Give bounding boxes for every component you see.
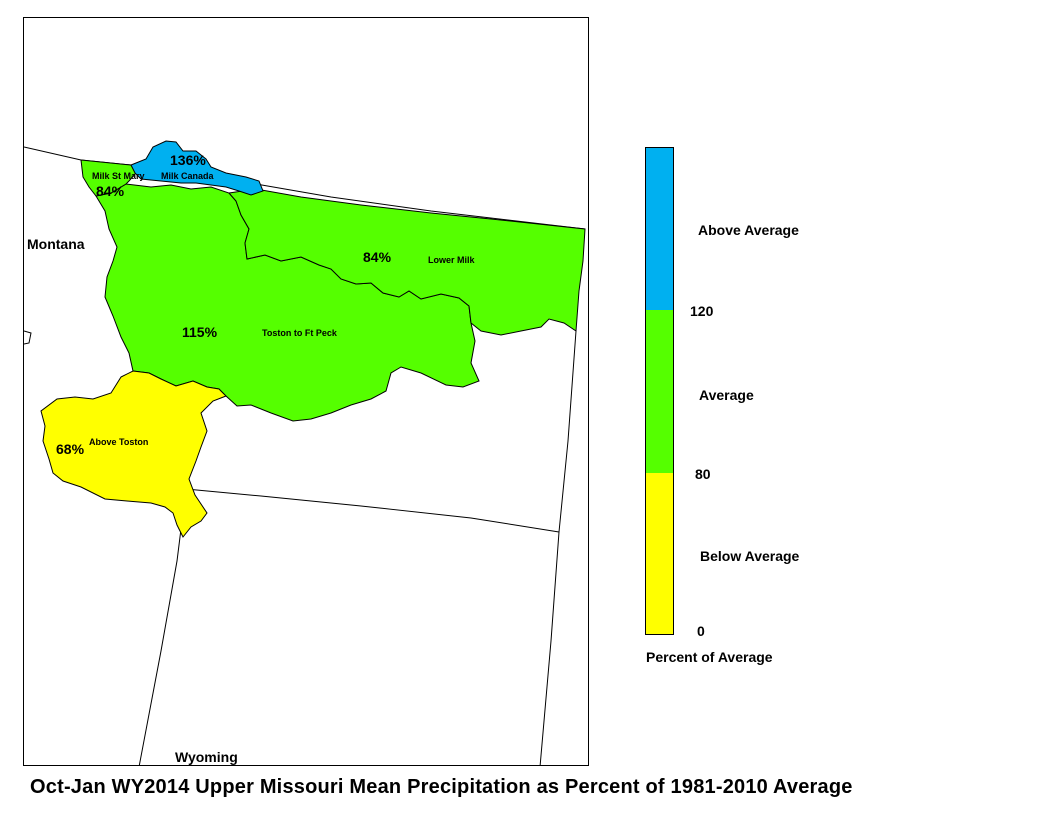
state-label-montana: Montana [27,236,85,252]
montana-dakota-border-line [539,330,577,765]
basin-lower-milk[interactable] [228,188,586,336]
legend-break-120: 120 [690,303,714,319]
montana-idaho-border-line [138,488,187,765]
basin-above-toston[interactable] [40,370,227,538]
basin-name-milk-st-mary: Milk St Mary [92,171,145,181]
basin-name-toston-to-ft-peck: Toston to Ft Peck [262,328,337,338]
basin-map [24,140,586,765]
legend-title: Percent of Average [646,649,773,665]
basin-percent-lower-milk: 84% [363,249,392,265]
legend-break-0: 0 [697,623,705,639]
idaho-coast-notch [24,330,32,345]
legend-color-bar [645,147,674,635]
basin-milk-canada[interactable] [130,140,264,196]
basin-name-milk-canada: Milk Canada [161,171,214,181]
legend-break-80: 80 [695,466,711,482]
map-title: Oct-Jan WY2014 Upper Missouri Mean Preci… [30,776,853,798]
basin-percent-milk-canada: 136% [170,152,206,168]
basin-percent-milk-st-mary: 84% [96,183,125,199]
basin-name-above-toston: Above Toston [89,437,149,447]
legend-band-below-average [646,473,673,634]
basin-percent-toston-to-ft-peck: 115% [182,324,218,340]
basin-name-lower-milk: Lower Milk [428,255,475,265]
basin-percent-above-toston: 68% [56,441,85,457]
legend-band-average [646,310,673,473]
legend-band-above-average [646,148,673,310]
map-frame: Montana Wyoming 136% Milk St Mary Milk C… [23,17,589,766]
montana-wyoming-border-line [185,488,560,533]
state-label-wyoming: Wyoming [175,749,238,765]
legend-category-average: Average [699,387,754,403]
legend-category-below-average: Below Average [700,548,800,564]
legend-category-above-average: Above Average [698,222,799,238]
